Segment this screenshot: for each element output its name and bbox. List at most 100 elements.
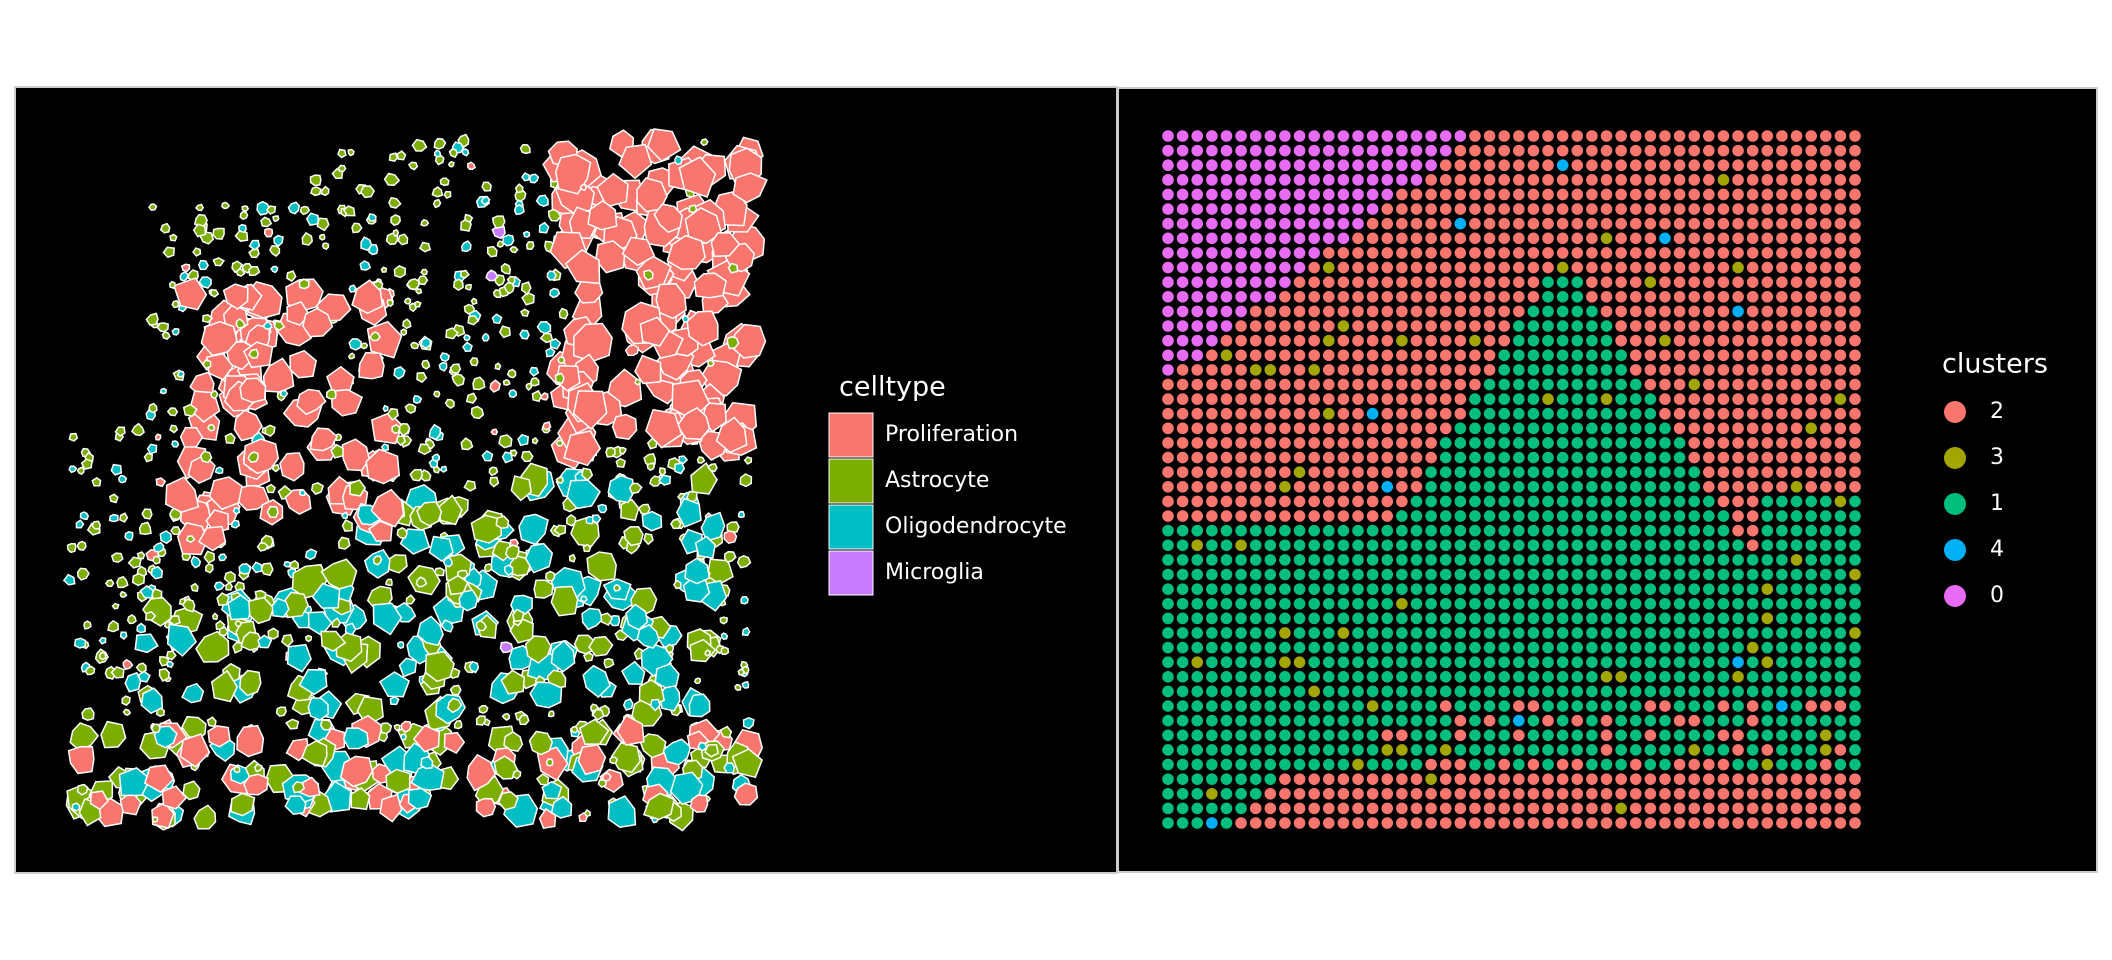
- spot: [1410, 773, 1423, 785]
- spot: [1527, 773, 1540, 785]
- cell: [176, 370, 185, 378]
- spot: [1322, 217, 1335, 230]
- spot: [1396, 217, 1408, 230]
- spot: [1819, 597, 1832, 610]
- spot: [1439, 802, 1452, 815]
- spot: [1162, 203, 1174, 215]
- spot: [1264, 349, 1277, 362]
- spot: [1352, 232, 1364, 245]
- spot: [1206, 422, 1218, 435]
- spot: [1732, 729, 1744, 742]
- spot: [1527, 203, 1540, 215]
- spot: [1834, 685, 1847, 698]
- spot: [1761, 305, 1774, 318]
- spot: [1513, 378, 1525, 391]
- spot: [1600, 568, 1613, 581]
- spot: [1498, 817, 1510, 829]
- cell: [210, 669, 239, 703]
- spot: [1381, 290, 1394, 303]
- spot: [1761, 597, 1774, 610]
- spot: [1425, 364, 1437, 376]
- spot: [1688, 773, 1701, 785]
- spot: [1425, 612, 1437, 625]
- cell: [179, 271, 190, 282]
- spot: [1410, 174, 1423, 186]
- spot: [1264, 714, 1277, 727]
- spot: [1483, 320, 1496, 332]
- spot: [1381, 700, 1394, 712]
- spot: [1644, 320, 1657, 332]
- cell: [370, 411, 404, 445]
- spot: [1410, 495, 1423, 508]
- spot: [1191, 612, 1204, 625]
- spot: [1352, 217, 1364, 230]
- spot: [1366, 144, 1379, 157]
- cell: [649, 698, 661, 712]
- cell: [83, 620, 92, 630]
- spot: [1615, 700, 1627, 712]
- spot: [1703, 641, 1715, 654]
- spot: [1556, 466, 1569, 478]
- spot: [1454, 144, 1467, 157]
- spot: [1761, 144, 1774, 157]
- spot: [1352, 481, 1364, 493]
- spot: [1249, 261, 1262, 274]
- spot: [1264, 188, 1277, 201]
- spot: [1717, 495, 1730, 508]
- spot: [1600, 495, 1613, 508]
- spot: [1162, 188, 1174, 201]
- spot: [1761, 364, 1774, 376]
- spot: [1849, 232, 1861, 245]
- spot: [1381, 597, 1394, 610]
- spot: [1761, 290, 1774, 303]
- spot: [1396, 656, 1408, 669]
- spot: [1337, 554, 1350, 566]
- spot: [1556, 276, 1569, 288]
- spot: [1337, 276, 1350, 288]
- spot: [1629, 539, 1642, 552]
- spot: [1396, 568, 1408, 581]
- spot: [1746, 217, 1759, 230]
- spot: [1366, 671, 1379, 683]
- cell: [462, 341, 473, 352]
- spot: [1220, 364, 1233, 376]
- spot: [1644, 188, 1657, 201]
- spot: [1556, 159, 1569, 172]
- spot: [1469, 451, 1481, 464]
- cell: [470, 297, 478, 306]
- spot: [1805, 802, 1817, 815]
- spot: [1293, 656, 1306, 669]
- spot: [1527, 671, 1540, 683]
- spot: [1527, 714, 1540, 727]
- spot: [1746, 641, 1759, 654]
- spot: [1469, 290, 1481, 303]
- spot: [1586, 524, 1598, 537]
- cell: [646, 462, 656, 471]
- cell: [508, 389, 518, 398]
- cell: [307, 697, 329, 721]
- spot: [1790, 378, 1803, 391]
- spot: [1513, 159, 1525, 172]
- cell: [370, 488, 405, 528]
- spot: [1615, 466, 1627, 478]
- spot: [1322, 349, 1335, 362]
- legend-key: [1944, 401, 1966, 423]
- cell: [235, 317, 247, 329]
- spot: [1673, 612, 1686, 625]
- spot: [1761, 627, 1774, 639]
- cell: [572, 390, 608, 430]
- spot: [1819, 232, 1832, 245]
- spot: [1761, 495, 1774, 508]
- spot: [1761, 714, 1774, 727]
- spot: [1688, 568, 1701, 581]
- spot: [1776, 627, 1788, 639]
- spot: [1308, 407, 1320, 420]
- cell: [119, 631, 128, 640]
- spot: [1805, 378, 1817, 391]
- spot: [1352, 451, 1364, 464]
- spot: [1337, 773, 1350, 785]
- spot: [1308, 714, 1320, 727]
- spot: [1600, 422, 1613, 435]
- spot: [1498, 349, 1510, 362]
- spot: [1381, 451, 1394, 464]
